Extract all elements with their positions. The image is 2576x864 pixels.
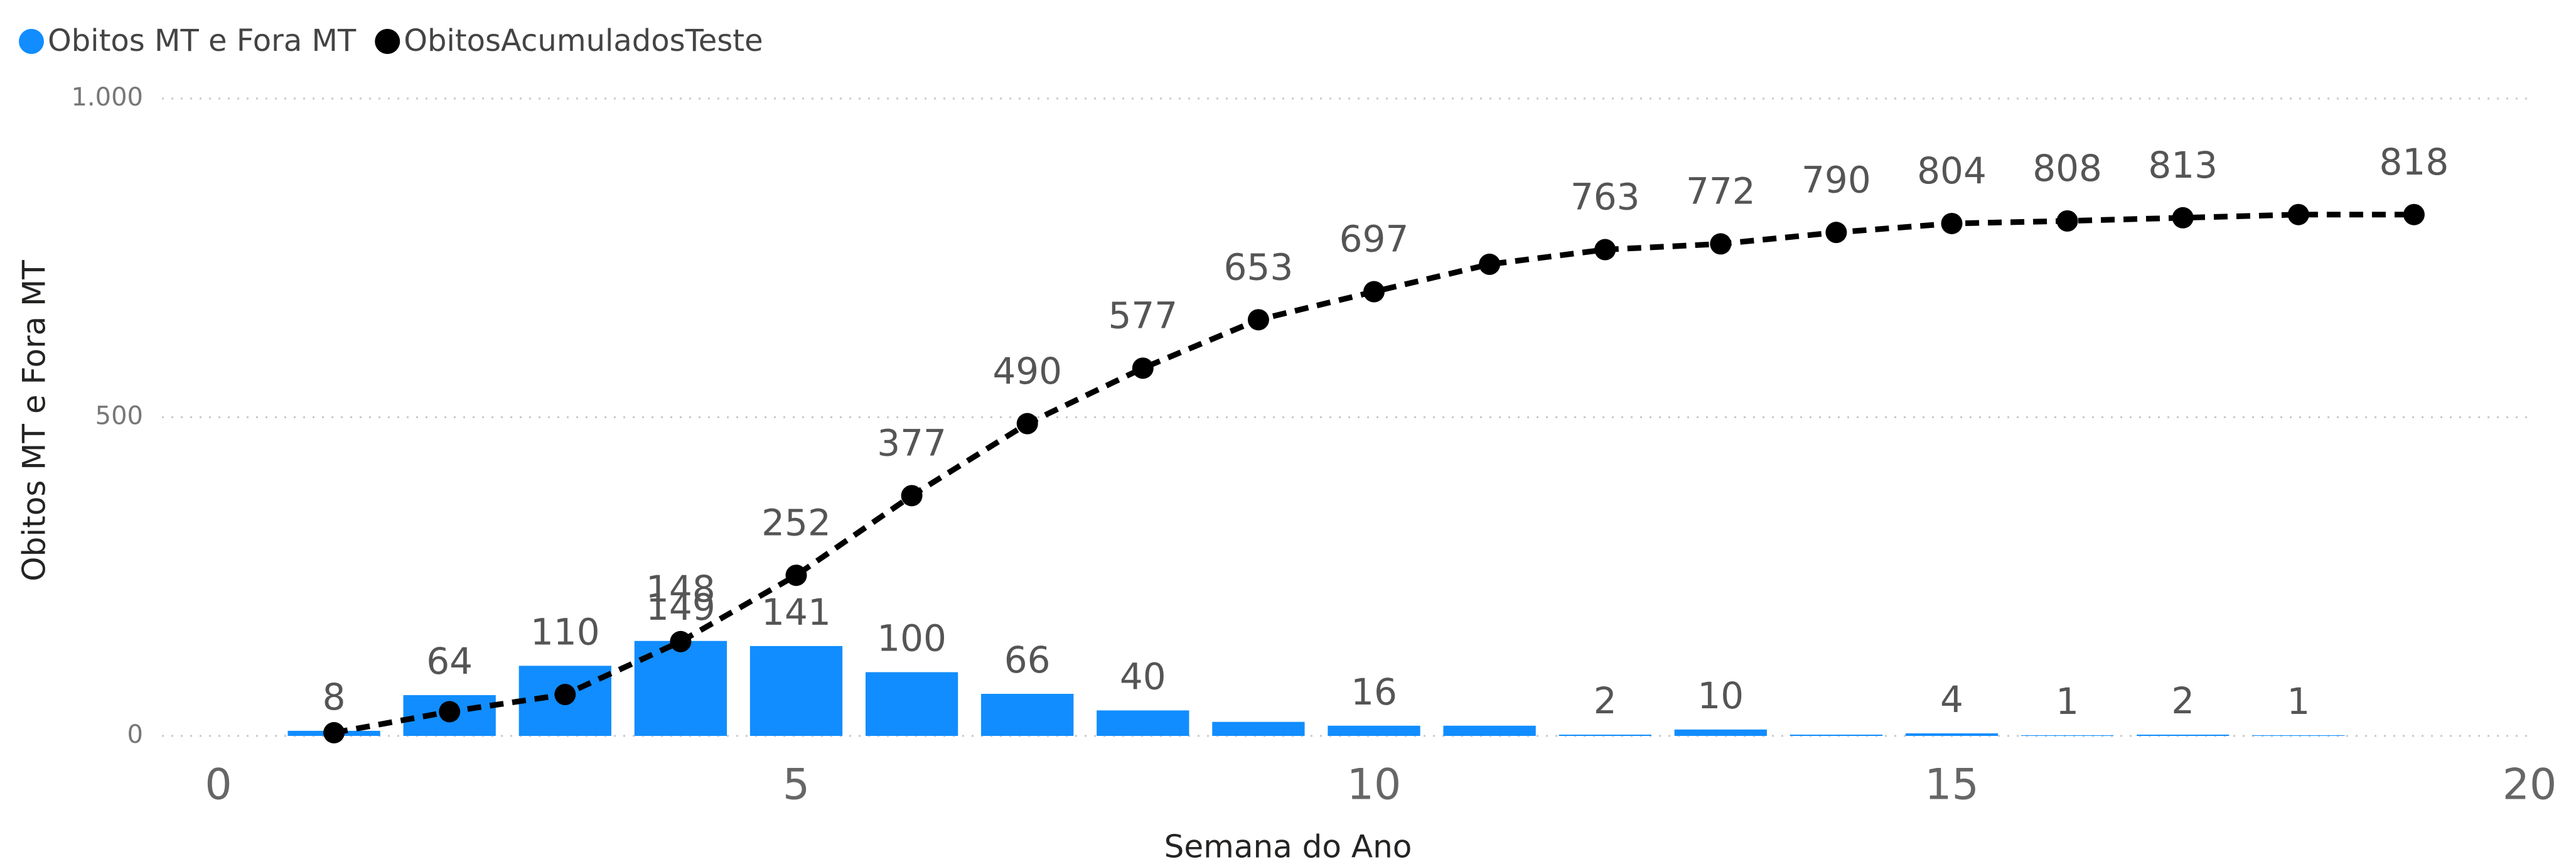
line-marker bbox=[2172, 207, 2194, 229]
bar bbox=[1443, 725, 1536, 736]
line-marker bbox=[1363, 281, 1385, 303]
bar bbox=[1328, 725, 1420, 736]
data-label: 772 bbox=[1686, 170, 1756, 213]
data-label: 252 bbox=[761, 501, 831, 544]
line-marker bbox=[323, 721, 345, 743]
data-label: 110 bbox=[530, 610, 600, 653]
legend-label: Obitos MT e Fora MT bbox=[48, 23, 357, 58]
line-marker bbox=[670, 630, 692, 652]
x-axis-title: Semana do Ano bbox=[1164, 829, 1412, 864]
data-label: 64 bbox=[426, 640, 473, 683]
data-label: 1 bbox=[2287, 680, 2310, 723]
line-marker bbox=[785, 564, 807, 586]
bar bbox=[1905, 733, 1999, 736]
data-label: 804 bbox=[1917, 149, 1987, 192]
bar bbox=[1559, 734, 1651, 736]
bar bbox=[2252, 735, 2345, 736]
data-label: 10 bbox=[1697, 674, 1744, 717]
bar bbox=[749, 645, 843, 736]
x-tick-label: 15 bbox=[1924, 760, 1979, 810]
y-tick-label: 1.000 bbox=[71, 83, 143, 112]
bar bbox=[1674, 729, 1767, 736]
x-tick-label: 20 bbox=[2503, 760, 2557, 810]
data-label: 148 bbox=[646, 568, 716, 610]
line-marker bbox=[1825, 222, 1847, 244]
line-marker bbox=[2287, 203, 2309, 225]
data-label: 2 bbox=[1594, 679, 1617, 722]
data-label: 377 bbox=[877, 421, 947, 464]
data-label: 697 bbox=[1339, 218, 1409, 261]
y-tick-label: 0 bbox=[127, 720, 143, 749]
bar bbox=[1097, 710, 1189, 736]
line-marker bbox=[1710, 233, 1732, 255]
x-tick-label: 5 bbox=[783, 760, 810, 810]
line-marker bbox=[2056, 210, 2078, 232]
data-label: 790 bbox=[1801, 158, 1871, 201]
data-label: 4 bbox=[1940, 678, 1963, 721]
data-label: 763 bbox=[1570, 176, 1640, 219]
y-tick-label: 500 bbox=[95, 402, 143, 431]
data-label: 808 bbox=[2032, 147, 2102, 190]
line-marker bbox=[1594, 239, 1616, 261]
y-axis-title: Obitos MT e Fora MT bbox=[16, 260, 53, 581]
data-label: 100 bbox=[877, 617, 947, 660]
line-marker bbox=[1132, 357, 1154, 379]
bar bbox=[2021, 735, 2114, 736]
line-marker bbox=[1016, 413, 1038, 435]
line-marker bbox=[2403, 203, 2425, 225]
bar bbox=[2137, 734, 2230, 736]
x-tick-label: 0 bbox=[205, 760, 232, 810]
bar bbox=[1790, 734, 1883, 736]
data-label: 8 bbox=[323, 676, 346, 718]
data-label: 40 bbox=[1120, 656, 1166, 698]
bar bbox=[1212, 721, 1305, 736]
data-label: 577 bbox=[1108, 294, 1178, 337]
line-marker bbox=[901, 485, 923, 507]
legend-label: ObitosAcumuladosTeste bbox=[404, 23, 763, 58]
data-label: 813 bbox=[2148, 144, 2218, 186]
x-tick-label: 10 bbox=[1347, 760, 1402, 810]
line-marker bbox=[439, 701, 461, 723]
line-marker bbox=[1941, 212, 1963, 234]
legend-marker bbox=[19, 29, 44, 54]
data-label: 66 bbox=[1004, 639, 1051, 681]
line-marker bbox=[554, 684, 576, 706]
data-label: 818 bbox=[2380, 141, 2449, 183]
data-label: 16 bbox=[1351, 671, 1397, 713]
bar bbox=[981, 694, 1074, 736]
data-label: 490 bbox=[992, 350, 1062, 392]
data-label: 149 bbox=[646, 586, 716, 629]
data-label: 653 bbox=[1224, 246, 1294, 288]
legend-marker bbox=[375, 29, 400, 54]
data-label: 141 bbox=[761, 591, 831, 634]
data-label: 1 bbox=[2056, 680, 2079, 723]
bar bbox=[865, 672, 958, 736]
data-label: 2 bbox=[2171, 679, 2194, 722]
line-marker bbox=[1247, 309, 1269, 331]
line-marker bbox=[1479, 253, 1501, 275]
